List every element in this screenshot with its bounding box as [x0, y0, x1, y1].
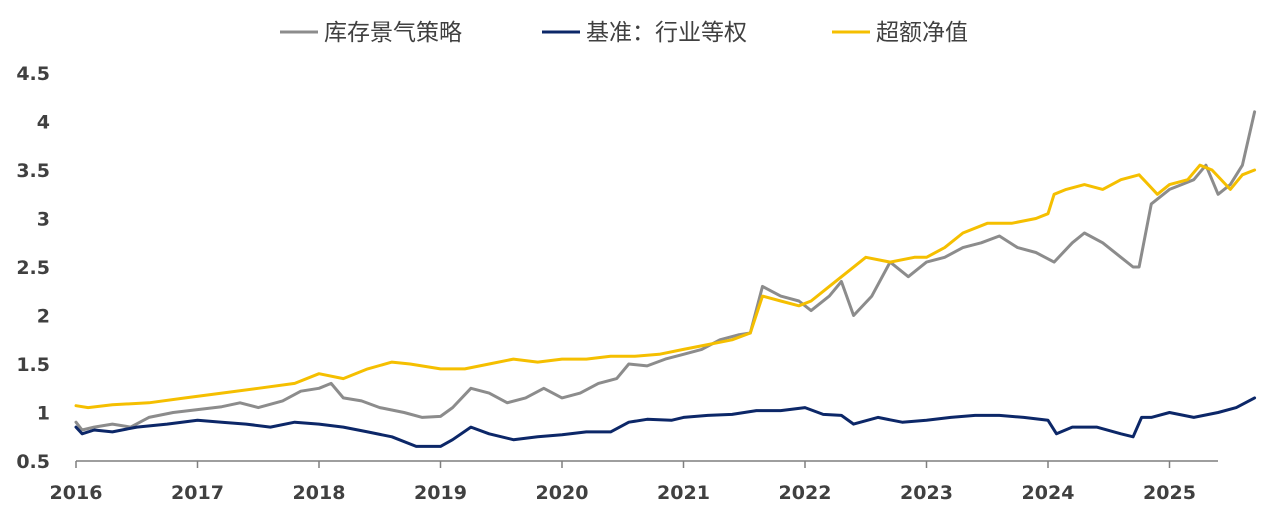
y-tick-label: 2 — [37, 306, 50, 328]
x-tick-label: 2024 — [1022, 482, 1075, 504]
y-tick-label: 1.5 — [16, 354, 50, 376]
y-tick-label: 2.5 — [16, 257, 50, 279]
y-tick-label: 3 — [37, 209, 50, 231]
x-tick-label: 2019 — [414, 482, 467, 504]
y-tick-label: 0.5 — [16, 451, 50, 473]
x-tick-label: 2023 — [900, 482, 953, 504]
y-tick-label: 1 — [37, 403, 50, 425]
series-line-1 — [74, 396, 1257, 448]
legend-label-2: 超额净值 — [876, 20, 968, 46]
x-tick-label: 2025 — [1143, 482, 1196, 504]
y-tick-label: 3.5 — [16, 160, 50, 182]
legend-label-1: 基准：行业等权 — [586, 20, 747, 46]
y-axis-ticks: 0.5 1 1.5 2 2.5 3 3.5 4 4.5 — [16, 63, 50, 473]
legend-label-0: 库存景气策略 — [324, 20, 462, 46]
y-tick-label: 4.5 — [16, 63, 50, 85]
x-tick-label: 2016 — [50, 482, 103, 504]
series-lines — [74, 110, 1257, 448]
x-axis: 2016 2017 2018 2019 2020 2021 2022 2023 2024 2025 — [50, 460, 1218, 504]
series-line-2 — [74, 163, 1257, 410]
x-tick-label: 2017 — [171, 482, 224, 504]
x-tick-label: 2020 — [536, 482, 589, 504]
x-tick-label: 2018 — [293, 482, 346, 504]
x-tick-label: 2022 — [779, 482, 832, 504]
legend: 库存景气策略 基准：行业等权 超额净值 — [280, 20, 968, 46]
x-tick-label: 2021 — [657, 482, 710, 504]
y-tick-label: 4 — [37, 112, 50, 134]
series-line-0 — [74, 110, 1257, 432]
